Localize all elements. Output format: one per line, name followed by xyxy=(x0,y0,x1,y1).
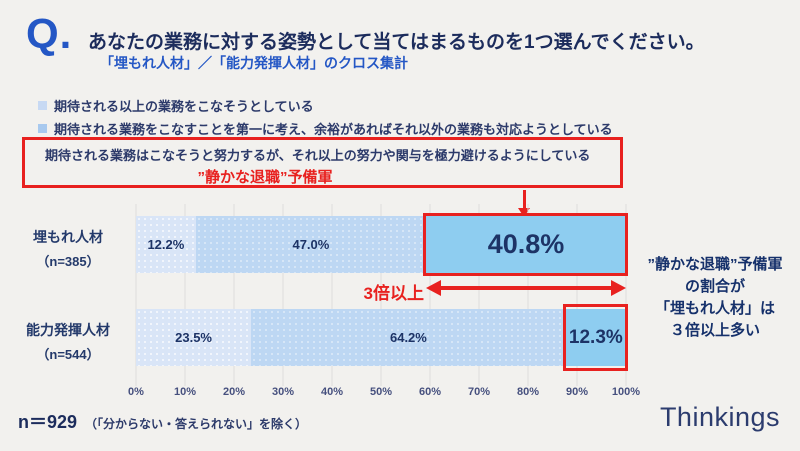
double-arrow-right-icon xyxy=(611,280,626,296)
x-tick-label: 60% xyxy=(418,386,442,398)
sample-size: （n=544） xyxy=(36,347,100,362)
x-tick-label: 50% xyxy=(369,386,393,398)
segment-value: 12.2% xyxy=(147,237,185,252)
x-tick-label: 30% xyxy=(271,386,295,398)
legend-swatch-1 xyxy=(38,101,47,110)
legend-item-3: 期待される業務はこなそうと努力するが、それ以上の努力や関与を極力避けるようにして… xyxy=(38,145,590,164)
sample-note: n＝929 （「分からない・答えられない」を除く） xyxy=(18,408,307,434)
bar-segment-2: 47.0% xyxy=(195,216,427,273)
segment-value: 47.0% xyxy=(292,237,330,252)
legend-label-2: 期待される業務をこなすことを第一に考え、余裕があればそれ以外の業務も対応ようとし… xyxy=(54,122,613,137)
side-note-line: の割合が xyxy=(684,278,745,295)
page-subtitle: 「埋もれ人材」／「能力発揮人材」のクロス集計 xyxy=(100,55,408,71)
gridline xyxy=(576,204,578,386)
x-tick-label: 100% xyxy=(611,386,641,398)
legend-label-3: 期待される業務はこなそうと努力するが、それ以上の努力や関与を極力避けるようにして… xyxy=(45,148,591,163)
sample-size: （n=385） xyxy=(36,254,100,269)
side-note-line: ”静かな退職”予備軍 xyxy=(647,256,783,273)
gridline xyxy=(478,204,480,386)
thinkings-logo: Thinkings xyxy=(659,402,780,432)
x-tick-label: 20% xyxy=(222,386,246,398)
bar-segment-1: 23.5% xyxy=(136,309,252,366)
side-note: ”静かな退職”予備軍 の割合が 「埋もれ人材」は ３倍以上多い xyxy=(636,254,794,342)
question-mark: Q. xyxy=(26,10,73,57)
segment-value: 12.3% xyxy=(568,326,623,348)
side-note-line: ３倍以上多い xyxy=(669,322,760,339)
page-title: あなたの業務に対する姿勢として当てはまるものを1つ選んでください。 xyxy=(88,32,705,53)
quiet-quitting-label: ”静かな退職”予備軍 xyxy=(197,169,333,186)
quiet-quitting-highlight-box: 期待される業務はこなそうと努力するが、それ以上の努力や関与を極力避けるようにして… xyxy=(22,137,623,188)
down-arrow-icon xyxy=(518,208,530,217)
legend-swatch-2 xyxy=(38,124,47,133)
down-arrow-line xyxy=(523,190,526,209)
gridline xyxy=(331,204,333,386)
bar-label-nouryoku: 能力発揮人材 （n=544） xyxy=(8,320,128,363)
total-n-label: n＝929 xyxy=(18,412,78,432)
segment-value: 64.2% xyxy=(389,330,427,345)
bar-label-umoreru: 埋もれ人材 （n=385） xyxy=(8,227,128,270)
x-tick-label: 70% xyxy=(467,386,491,398)
x-tick-label: 90% xyxy=(565,386,589,398)
gridline xyxy=(625,204,627,386)
category-name: 埋もれ人材 xyxy=(33,229,103,245)
bar-segment-2: 64.2% xyxy=(251,309,566,366)
legend-label-1: 期待される以上の業務をこなそうとしている xyxy=(54,99,314,114)
double-arrow-line xyxy=(440,286,612,290)
x-tick-label: 0% xyxy=(128,386,144,398)
gridlines xyxy=(135,204,627,386)
double-arrow-left-icon xyxy=(426,280,441,296)
legend-item-2: 期待される業務をこなすことを第一に考え、余裕があればそれ以外の業務も対応ようとし… xyxy=(38,119,613,138)
gridline xyxy=(527,204,529,386)
segment-value: 23.5% xyxy=(175,330,212,345)
gridline xyxy=(135,204,137,386)
bar-segment-3: 40.8% xyxy=(426,216,626,273)
gridline xyxy=(380,204,382,386)
gridline xyxy=(282,204,284,386)
x-tick-label: 40% xyxy=(320,386,344,398)
category-name: 能力発揮人材 xyxy=(26,322,110,338)
bar-segment-3: 12.3% xyxy=(565,309,626,366)
side-note-line: 「埋もれ人材」は xyxy=(654,300,775,317)
gridline xyxy=(233,204,235,386)
gridline xyxy=(184,204,186,386)
x-tick-label: 80% xyxy=(516,386,540,398)
bar-umoreru-jinzai: 12.2% 47.0% 40.8% xyxy=(136,216,626,273)
x-tick-label: 10% xyxy=(173,386,197,398)
bar-nouryoku-hakki-jinzai: 23.5% 64.2% 12.3% xyxy=(136,309,626,366)
three-times-label: 3倍以上 xyxy=(363,284,424,303)
segment-value: 40.8% xyxy=(487,229,565,259)
bar-segment-1: 12.2% xyxy=(136,216,196,273)
exclusion-note: （「分からない・答えられない」を除く） xyxy=(85,417,308,431)
legend-item-1: 期待される以上の業務をこなそうとしている xyxy=(38,96,314,115)
x-axis: 0% 10% 20% 30% 40% 50% 60% 70% 80% 90% 100% xyxy=(128,386,640,402)
